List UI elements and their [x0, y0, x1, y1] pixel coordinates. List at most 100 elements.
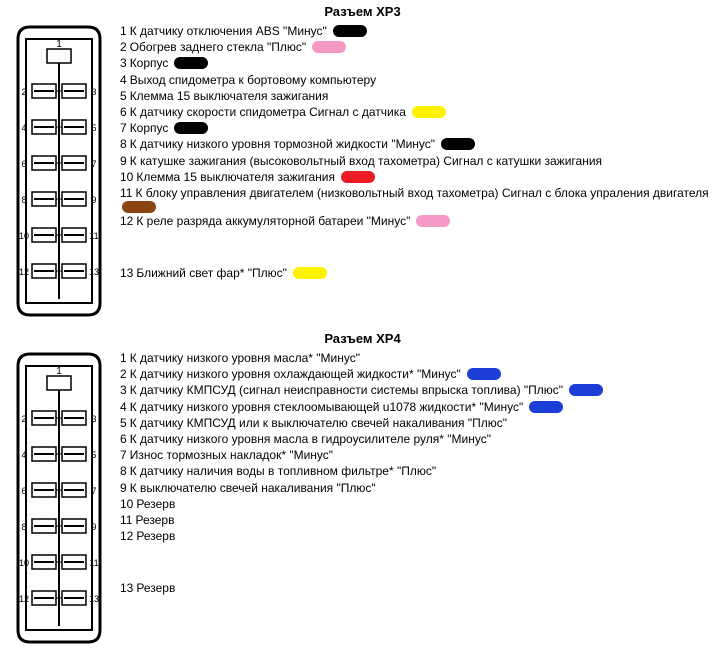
- pin-label: Клемма 15 выключателя зажигания: [130, 88, 329, 104]
- wire-color-swatch: [122, 201, 156, 213]
- svg-text:7: 7: [91, 159, 96, 169]
- pin-row: 12Резерв: [120, 528, 721, 544]
- pin-label: К датчику наличия воды в топливном фильт…: [130, 463, 436, 479]
- pin-label: К датчику КМПСУД (сигнал неисправности с…: [130, 382, 563, 398]
- pin-number: 4: [120, 399, 127, 415]
- pin-number: 8: [120, 463, 127, 479]
- pin-row: 11К блоку управления двигателем (низково…: [120, 185, 721, 213]
- pin-label: Резерв: [136, 496, 175, 512]
- pin-row: 3Корпус: [120, 55, 721, 71]
- wire-color-swatch: [467, 368, 501, 380]
- svg-text:11: 11: [89, 558, 98, 568]
- pin-row: 4Выход спидометра к бортовому компьютеру: [120, 72, 721, 88]
- svg-text:6: 6: [21, 486, 26, 496]
- pin-number: 1: [120, 350, 127, 366]
- pin-number: 6: [120, 431, 127, 447]
- wire-color-swatch: [529, 401, 563, 413]
- svg-text:4: 4: [21, 123, 26, 133]
- svg-text:3: 3: [91, 414, 96, 424]
- pin-label: К датчику низкого уровня охлаждающей жид…: [130, 366, 461, 382]
- pin-number: 2: [120, 366, 127, 382]
- wire-color-swatch: [312, 41, 346, 53]
- svg-text:7: 7: [91, 486, 96, 496]
- section-title: Разъем ХР3: [4, 4, 721, 19]
- pin-number: 5: [120, 88, 127, 104]
- svg-text:5: 5: [91, 450, 96, 460]
- pin-label: К датчику отключения ABS "Минус": [130, 23, 327, 39]
- pin-row: 13Резерв: [120, 580, 721, 596]
- svg-text:13: 13: [89, 267, 99, 277]
- pin-number: 11: [120, 185, 132, 201]
- pin-number: 1: [120, 23, 127, 39]
- wire-color-swatch: [412, 106, 446, 118]
- connector-section: Разъем ХР4123456789101112131К датчику ни…: [4, 331, 721, 648]
- pin-number: 2: [120, 39, 127, 55]
- pin-label: К катушке зажигания (высоковольтный вход…: [130, 153, 602, 169]
- pin-row: 2Обогрев заднего стекла "Плюс": [120, 39, 721, 55]
- pin-number: 10: [120, 496, 133, 512]
- pin-number: 4: [120, 72, 127, 88]
- wire-color-swatch: [174, 57, 208, 69]
- pin-row: 5К датчику КМПСУД или к выключателю свеч…: [120, 415, 721, 431]
- svg-text:9: 9: [91, 195, 96, 205]
- svg-text:11: 11: [89, 231, 98, 241]
- pin-number: 12: [120, 528, 133, 544]
- svg-text:10: 10: [19, 231, 29, 241]
- pin-number: 3: [120, 55, 127, 71]
- pin-label: К реле разряда аккумуляторной батареи "М…: [136, 213, 410, 229]
- pin-row: 3К датчику КМПСУД (сигнал неисправности …: [120, 382, 721, 398]
- pin-label: К датчику низкого уровня масла в гидроус…: [130, 431, 491, 447]
- svg-text:6: 6: [21, 159, 26, 169]
- svg-text:13: 13: [89, 594, 99, 604]
- pin-number: 10: [120, 169, 133, 185]
- pin-label: Корпус: [130, 55, 169, 71]
- connector-diagram: 12345678910111213: [4, 21, 114, 321]
- pin-number: 6: [120, 104, 127, 120]
- pin-label: Резерв: [136, 528, 175, 544]
- pin-number: 12: [120, 213, 133, 229]
- pin-row: 2К датчику низкого уровня охлаждающей жи…: [120, 366, 721, 382]
- pin-row: 7Корпус: [120, 120, 721, 136]
- svg-text:8: 8: [21, 522, 26, 532]
- pin-row: 10Резерв: [120, 496, 721, 512]
- pin-label: К датчику КМПСУД или к выключателю свече…: [130, 415, 507, 431]
- pin-number: 7: [120, 447, 127, 463]
- wire-color-swatch: [333, 25, 367, 37]
- pin-gap: [120, 229, 721, 265]
- pin-row: 7Износ тормозных накладок* "Минус": [120, 447, 721, 463]
- pin-gap: [120, 544, 721, 580]
- pin-number: 8: [120, 136, 127, 152]
- pin-row: 1К датчику низкого уровня масла* "Минус": [120, 350, 721, 366]
- svg-text:5: 5: [91, 123, 96, 133]
- pin-number: 7: [120, 120, 127, 136]
- connector-diagram: 12345678910111213: [4, 348, 114, 648]
- pin-number: 9: [120, 480, 127, 496]
- pin-row: 6К датчику низкого уровня масла в гидроу…: [120, 431, 721, 447]
- pin-row: 11Резерв: [120, 512, 721, 528]
- svg-text:2: 2: [21, 414, 26, 424]
- pin-row: 9К катушке зажигания (высоковольтный вхо…: [120, 153, 721, 169]
- wire-color-swatch: [174, 122, 208, 134]
- pin-label: К датчику низкого уровня стеклоомывающей…: [130, 399, 524, 415]
- section-title: Разъем ХР4: [4, 331, 721, 346]
- svg-text:8: 8: [21, 195, 26, 205]
- pin-number: 13: [120, 265, 133, 281]
- pin-row: 5Клемма 15 выключателя зажигания: [120, 88, 721, 104]
- pin-row: 4К датчику низкого уровня стеклоомывающе…: [120, 399, 721, 415]
- wire-color-swatch: [569, 384, 603, 396]
- pin-label: Ближний свет фар* "Плюс": [136, 265, 287, 281]
- pin-label: К датчику низкого уровня тормозной жидко…: [130, 136, 435, 152]
- section-body: 123456789101112131К датчику отключения A…: [4, 21, 721, 321]
- pin-row: 1К датчику отключения ABS "Минус": [120, 23, 721, 39]
- svg-text:1: 1: [56, 39, 62, 50]
- wire-color-swatch: [293, 267, 327, 279]
- svg-text:1: 1: [56, 366, 62, 377]
- pin-label: Корпус: [130, 120, 169, 136]
- wire-color-swatch: [416, 215, 450, 227]
- pin-number: 11: [120, 512, 132, 528]
- wire-color-swatch: [441, 138, 475, 150]
- svg-text:12: 12: [19, 594, 29, 604]
- pin-label: К датчику низкого уровня масла* "Минус": [130, 350, 360, 366]
- wire-color-swatch: [341, 171, 375, 183]
- pin-label: Резерв: [136, 580, 175, 596]
